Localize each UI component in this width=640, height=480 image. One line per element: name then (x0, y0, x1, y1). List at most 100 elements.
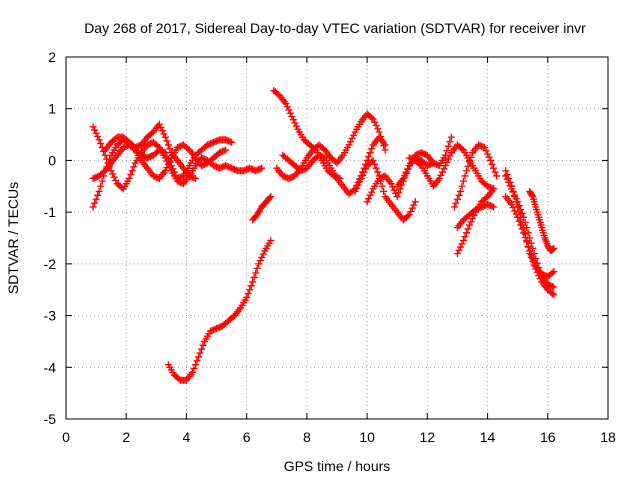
data-point (222, 146, 230, 154)
data-point (97, 140, 105, 148)
data-point (246, 286, 254, 294)
data-point (550, 244, 558, 252)
data-point (255, 260, 263, 268)
data-point (536, 268, 544, 276)
data-point (351, 187, 359, 195)
data-point (286, 109, 294, 117)
data-point (514, 213, 522, 221)
data-point (461, 172, 469, 180)
data-point (148, 129, 156, 137)
data-point (371, 118, 379, 126)
data-point (462, 167, 470, 175)
data-point (253, 264, 261, 272)
data-point (368, 188, 376, 196)
data-point (458, 145, 466, 153)
data-point (199, 341, 207, 349)
series-arc-19 (502, 172, 558, 291)
data-point (360, 168, 368, 176)
data-point (458, 240, 466, 248)
series-arc-16 (450, 141, 501, 211)
x-tick-label: 4 (183, 429, 191, 445)
data-point (527, 251, 535, 259)
data-point (508, 185, 516, 193)
data-point (505, 178, 513, 186)
data-point (490, 185, 498, 193)
data-point (353, 184, 361, 192)
data-point (453, 195, 461, 203)
series-arc-9 (279, 133, 389, 198)
x-tick-label: 14 (480, 429, 496, 445)
data-points (89, 87, 558, 384)
data-point (490, 203, 498, 211)
data-point (378, 182, 386, 190)
data-point (258, 253, 266, 261)
data-point (357, 175, 365, 183)
data-point (94, 133, 102, 141)
x-tick-label: 12 (420, 429, 436, 445)
data-point (488, 160, 496, 168)
data-point (456, 243, 464, 251)
data-point (130, 163, 138, 171)
data-point (459, 177, 467, 185)
data-point (405, 211, 413, 219)
series-arc-6 (249, 193, 275, 224)
data-point (348, 134, 356, 142)
data-point (493, 172, 501, 180)
data-point (469, 215, 476, 223)
data-point (515, 217, 523, 225)
x-axis-tick-labels: 0 2 4 6 8 10 12 14 16 18 (62, 429, 616, 445)
chart-title: Day 268 of 2017, Sidereal Day-to-day VTE… (84, 20, 586, 36)
data-point (166, 145, 174, 153)
data-point (509, 204, 517, 212)
data-point (109, 170, 117, 178)
data-point (118, 184, 126, 192)
data-point (535, 264, 543, 272)
x-tick-label: 6 (243, 429, 251, 445)
data-point (249, 278, 257, 286)
data-point (259, 250, 267, 258)
data-point (372, 164, 380, 172)
data-point (465, 221, 473, 229)
data-point (285, 106, 293, 114)
data-point (511, 191, 519, 199)
data-point (438, 168, 446, 176)
data-point (359, 171, 367, 179)
data-point (91, 199, 99, 207)
data-point (390, 186, 398, 194)
data-point (164, 160, 172, 168)
data-point (127, 171, 135, 179)
data-point (100, 168, 108, 176)
x-tick-label: 2 (122, 429, 130, 445)
data-point (89, 123, 97, 131)
data-point (508, 200, 516, 208)
data-point (365, 153, 373, 161)
series-arc-10 (351, 156, 419, 224)
data-point (526, 234, 534, 242)
data-point (444, 142, 452, 150)
plot-frame (65, 56, 609, 420)
data-point (158, 127, 166, 135)
data-point (354, 181, 362, 189)
data-point (125, 175, 133, 183)
data-point (110, 173, 118, 181)
x-axis-label: GPS time / hours (284, 458, 391, 474)
data-point (92, 195, 100, 203)
data-point (247, 282, 255, 290)
data-point (288, 112, 296, 120)
data-point (506, 182, 514, 190)
data-point (380, 187, 388, 195)
data-point (456, 187, 464, 195)
data-point (490, 164, 498, 172)
data-point (518, 225, 526, 233)
data-point (243, 293, 251, 301)
data-point (369, 156, 377, 164)
data-point (229, 313, 237, 321)
x-tick-label: 10 (359, 429, 375, 445)
data-point (169, 165, 177, 173)
data-point (167, 162, 175, 170)
data-point (462, 229, 470, 237)
data-point (416, 160, 424, 168)
data-point (467, 153, 475, 161)
data-point (356, 178, 364, 186)
series-arc-15 (453, 200, 498, 232)
